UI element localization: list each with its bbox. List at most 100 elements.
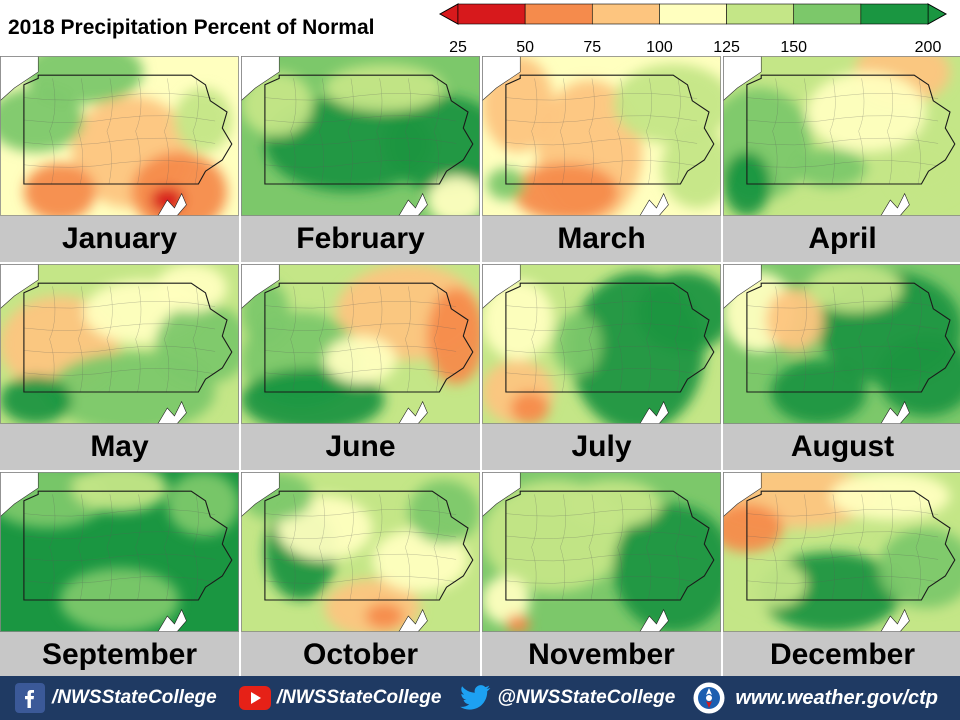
legend-tick-label: 125 — [713, 39, 740, 56]
month-panel: August — [723, 264, 960, 470]
month-label: September — [41, 638, 198, 671]
legend-swatch — [793, 3, 862, 25]
precip-map — [241, 56, 480, 216]
month-label-bar: August — [723, 424, 960, 470]
precip-region — [723, 504, 783, 552]
precip-region — [661, 128, 721, 208]
month-panel: June — [241, 264, 480, 470]
state-outline — [505, 282, 715, 393]
month-label-bar: June — [241, 424, 480, 470]
legend-tick-label: 50 — [516, 39, 534, 56]
precip-region — [806, 72, 927, 152]
precip-region — [408, 480, 480, 544]
youtube-handle: /NWSStateCollege — [276, 687, 442, 708]
month-panel: September — [0, 472, 239, 678]
precip-region — [878, 528, 960, 608]
month-panel: December — [723, 472, 960, 678]
precip-region — [890, 136, 960, 200]
precip-region — [384, 96, 480, 192]
precip-region — [71, 472, 168, 512]
state-outline — [746, 282, 956, 393]
precip-region — [0, 376, 72, 424]
page-title: 2018 Precipitation Percent of Normal — [8, 16, 375, 39]
legend-swatch — [591, 3, 660, 25]
bay-water — [398, 608, 428, 632]
footer-bar: /NWSStateCollege /NWSStateCollege @NWSSt… — [0, 676, 960, 720]
month-panel: February — [241, 56, 480, 262]
month-label: April — [808, 222, 877, 255]
precip-region — [324, 64, 445, 112]
lake-erie — [723, 56, 762, 102]
monthly-map-grid: January February March April May June July Augu… — [0, 56, 960, 678]
lake-erie — [0, 472, 39, 518]
precip-region — [23, 56, 144, 104]
legend-arrow-high — [927, 3, 948, 25]
precip-map — [482, 264, 721, 424]
legend-arrow-low — [438, 3, 459, 25]
month-label: February — [296, 222, 425, 255]
precip-region — [0, 88, 84, 152]
month-label-bar: February — [241, 216, 480, 262]
bay-water — [639, 608, 669, 632]
month-panel: May — [0, 264, 239, 470]
legend-tick-label: 150 — [780, 39, 807, 56]
youtube-icon — [238, 682, 271, 714]
precip-map — [0, 472, 239, 632]
month-label-bar: December — [723, 632, 960, 678]
precip-region — [324, 336, 397, 384]
legend-swatch — [860, 3, 929, 25]
precip-region — [613, 64, 721, 144]
bay-water — [157, 192, 187, 216]
month-panel: November — [482, 472, 721, 678]
bay-water — [639, 192, 669, 216]
precip-region — [427, 176, 480, 216]
precip-region — [510, 392, 549, 424]
precip-region — [878, 336, 960, 416]
state-outline — [23, 74, 233, 185]
precip-region — [766, 288, 824, 352]
lake-erie — [482, 264, 521, 310]
month-panel: January — [0, 56, 239, 262]
bay-water — [880, 400, 910, 424]
precip-map — [241, 264, 480, 424]
facebook-link[interactable]: /NWSStateCollege — [14, 676, 217, 720]
state-outline — [505, 74, 715, 185]
precip-map — [723, 56, 960, 216]
state-outline — [23, 282, 233, 393]
legend-swatch — [659, 3, 727, 25]
website-url[interactable]: www.weather.gov/ctp — [735, 686, 938, 709]
month-label-bar: November — [482, 632, 721, 678]
bay-water — [398, 192, 428, 216]
facebook-icon — [14, 682, 46, 714]
header: 2018 Precipitation Percent of Normal 25 5… — [0, 0, 960, 56]
bay-water — [398, 400, 428, 424]
state-outline — [746, 490, 956, 601]
precip-region — [241, 72, 313, 136]
bay-water — [880, 192, 910, 216]
precip-region — [427, 288, 480, 384]
precip-region — [365, 603, 404, 629]
color-legend: 25 50 75 100 125 150 200 — [438, 3, 948, 56]
legend-swatch — [726, 3, 795, 25]
lake-erie — [482, 472, 521, 518]
state-outline — [505, 490, 715, 601]
precip-region — [155, 264, 228, 312]
precip-region — [505, 614, 530, 632]
legend-tick-label: 200 — [915, 39, 942, 56]
month-label-bar: September — [0, 632, 239, 678]
month-label-bar: April — [723, 216, 960, 262]
lake-erie — [241, 264, 280, 310]
nws-logo — [693, 676, 725, 720]
month-label-bar: March — [482, 216, 721, 262]
precip-region — [167, 472, 239, 536]
twitter-link[interactable]: @NWSStateCollege — [459, 676, 675, 720]
precip-region — [565, 480, 662, 528]
twitter-handle: @NWSStateCollege — [497, 687, 676, 708]
precip-map — [0, 264, 239, 424]
lake-erie — [723, 264, 762, 310]
month-label: May — [90, 430, 149, 463]
precip-region — [174, 88, 232, 152]
youtube-link[interactable]: /NWSStateCollege — [238, 676, 442, 720]
bay-water — [157, 608, 187, 632]
month-panel: October — [241, 472, 480, 678]
